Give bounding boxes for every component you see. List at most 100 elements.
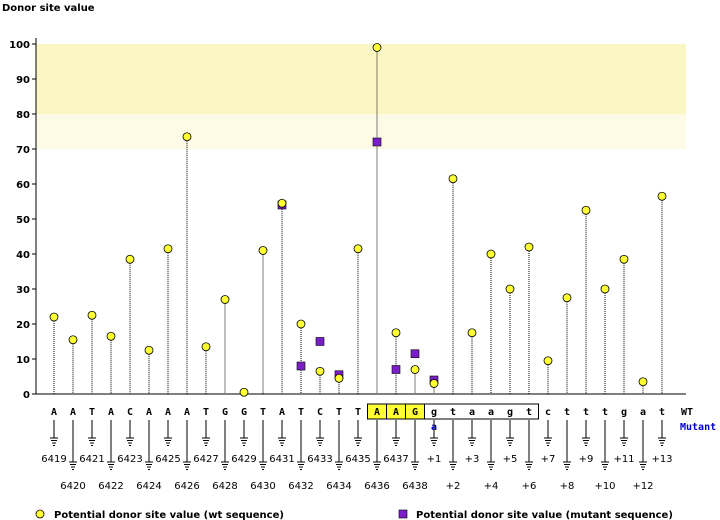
position-marker: [88, 420, 96, 446]
base-letter: G: [222, 407, 228, 418]
position-marker: [658, 420, 666, 446]
wt-row-label: WT: [681, 407, 693, 418]
wt-marker: [600, 284, 610, 294]
wt-marker: [125, 254, 135, 264]
wt-marker: [277, 198, 287, 208]
position-label: 6429: [231, 454, 256, 465]
wt-marker: [220, 295, 230, 304]
position-label: 6420: [60, 481, 85, 492]
base-letter: A: [374, 407, 380, 418]
position-marker: [449, 420, 457, 470]
position-marker: [430, 420, 438, 446]
wt-marker: [391, 328, 401, 338]
position-marker: [354, 420, 362, 446]
position-label: 6435: [345, 454, 370, 465]
position-marker: [373, 420, 381, 470]
y-tick-label: 50: [16, 215, 30, 226]
base-letter: A: [184, 407, 190, 418]
wt-marker: [87, 310, 97, 320]
base-letter: a: [640, 407, 646, 418]
position-label: +9: [579, 454, 594, 465]
y-tick-label: 100: [9, 40, 30, 51]
y-tick-label: 60: [16, 180, 30, 191]
wt-marker: [334, 373, 344, 383]
mutant-marker: [372, 137, 382, 147]
position-marker: [525, 420, 533, 470]
wt-marker: [505, 284, 515, 294]
y-axis: Donor site value 0 10 20 30 40 50 60 70 80 90 100: [2, 3, 686, 401]
y-tick-label: 0: [23, 390, 30, 401]
position-label: 6432: [288, 481, 313, 492]
base-letter: t: [659, 407, 665, 418]
position-label: +8: [560, 481, 575, 492]
wt-marker: [524, 242, 534, 252]
position-label: 6419: [41, 454, 66, 465]
position-label: +2: [446, 481, 461, 492]
y-tick-label: 10: [16, 355, 30, 366]
wt-marker: [619, 254, 629, 264]
base-letter: C: [317, 407, 323, 418]
position-label: 6422: [98, 481, 123, 492]
position-label: 6427: [193, 454, 218, 465]
mutant-marker: [410, 349, 420, 359]
wt-marker: [581, 205, 591, 215]
wt-marker: [68, 335, 78, 345]
y-axis-label: Donor site value: [2, 3, 95, 14]
position-label: +3: [465, 454, 480, 465]
position-label: +10: [594, 481, 615, 492]
wt-marker: [49, 312, 59, 322]
y-tick-label: 80: [16, 110, 30, 121]
position-marker: [107, 420, 115, 470]
wt-marker: [258, 246, 268, 255]
base-letter: g: [431, 407, 437, 418]
position-marker: [202, 420, 210, 446]
y-tick-label: 20: [16, 320, 30, 331]
position-label: 6431: [269, 454, 294, 465]
splice-region-box: [367, 403, 539, 420]
wt-marker: [239, 387, 249, 397]
base-letter: A: [70, 407, 76, 418]
highlight-bands: [36, 44, 686, 149]
y-tick-label: 40: [16, 250, 30, 261]
wt-marker: [144, 345, 154, 355]
position-marker: [259, 420, 267, 470]
position-marker: [316, 420, 324, 446]
base-letter: T: [203, 407, 209, 418]
base-letter: t: [450, 407, 456, 418]
y-tick-label: 90: [16, 75, 30, 86]
wt-marker: [106, 331, 116, 341]
wt-marker: [543, 356, 553, 366]
wt-marker: [315, 366, 325, 376]
y-tick-label: 70: [16, 145, 30, 156]
position-marker: [297, 420, 305, 470]
legend: Potential donor site value (wt sequence)…: [35, 509, 673, 520]
base-letter: T: [336, 407, 342, 418]
base-letter: a: [488, 407, 494, 418]
wt-marker: [182, 132, 192, 142]
position-label: 6421: [79, 454, 104, 465]
position-label: +1: [427, 454, 442, 465]
base-letter: T: [260, 407, 266, 418]
base-letter: A: [393, 407, 399, 418]
base-letter: C: [127, 407, 133, 418]
position-label: 6434: [326, 481, 351, 492]
base-letter: T: [298, 407, 304, 418]
mutant-marker: [391, 365, 401, 374]
wt-marker: [163, 244, 173, 254]
position-label: +12: [632, 481, 653, 492]
position-marker: [183, 420, 191, 470]
position-marker: [544, 420, 552, 446]
base-letter: t: [564, 407, 570, 418]
position-marker: [392, 420, 400, 446]
base-letter: A: [51, 407, 57, 418]
position-label: +5: [503, 454, 518, 465]
position-label: 6426: [174, 481, 199, 492]
position-label: +13: [651, 454, 672, 465]
position-marker: [145, 420, 153, 470]
wt-markers: [49, 43, 667, 397]
base-letter: A: [108, 407, 114, 418]
base-letter: t: [526, 407, 532, 418]
wt-marker: [353, 244, 363, 254]
base-letter: A: [279, 407, 285, 418]
position-marker: [126, 420, 134, 446]
